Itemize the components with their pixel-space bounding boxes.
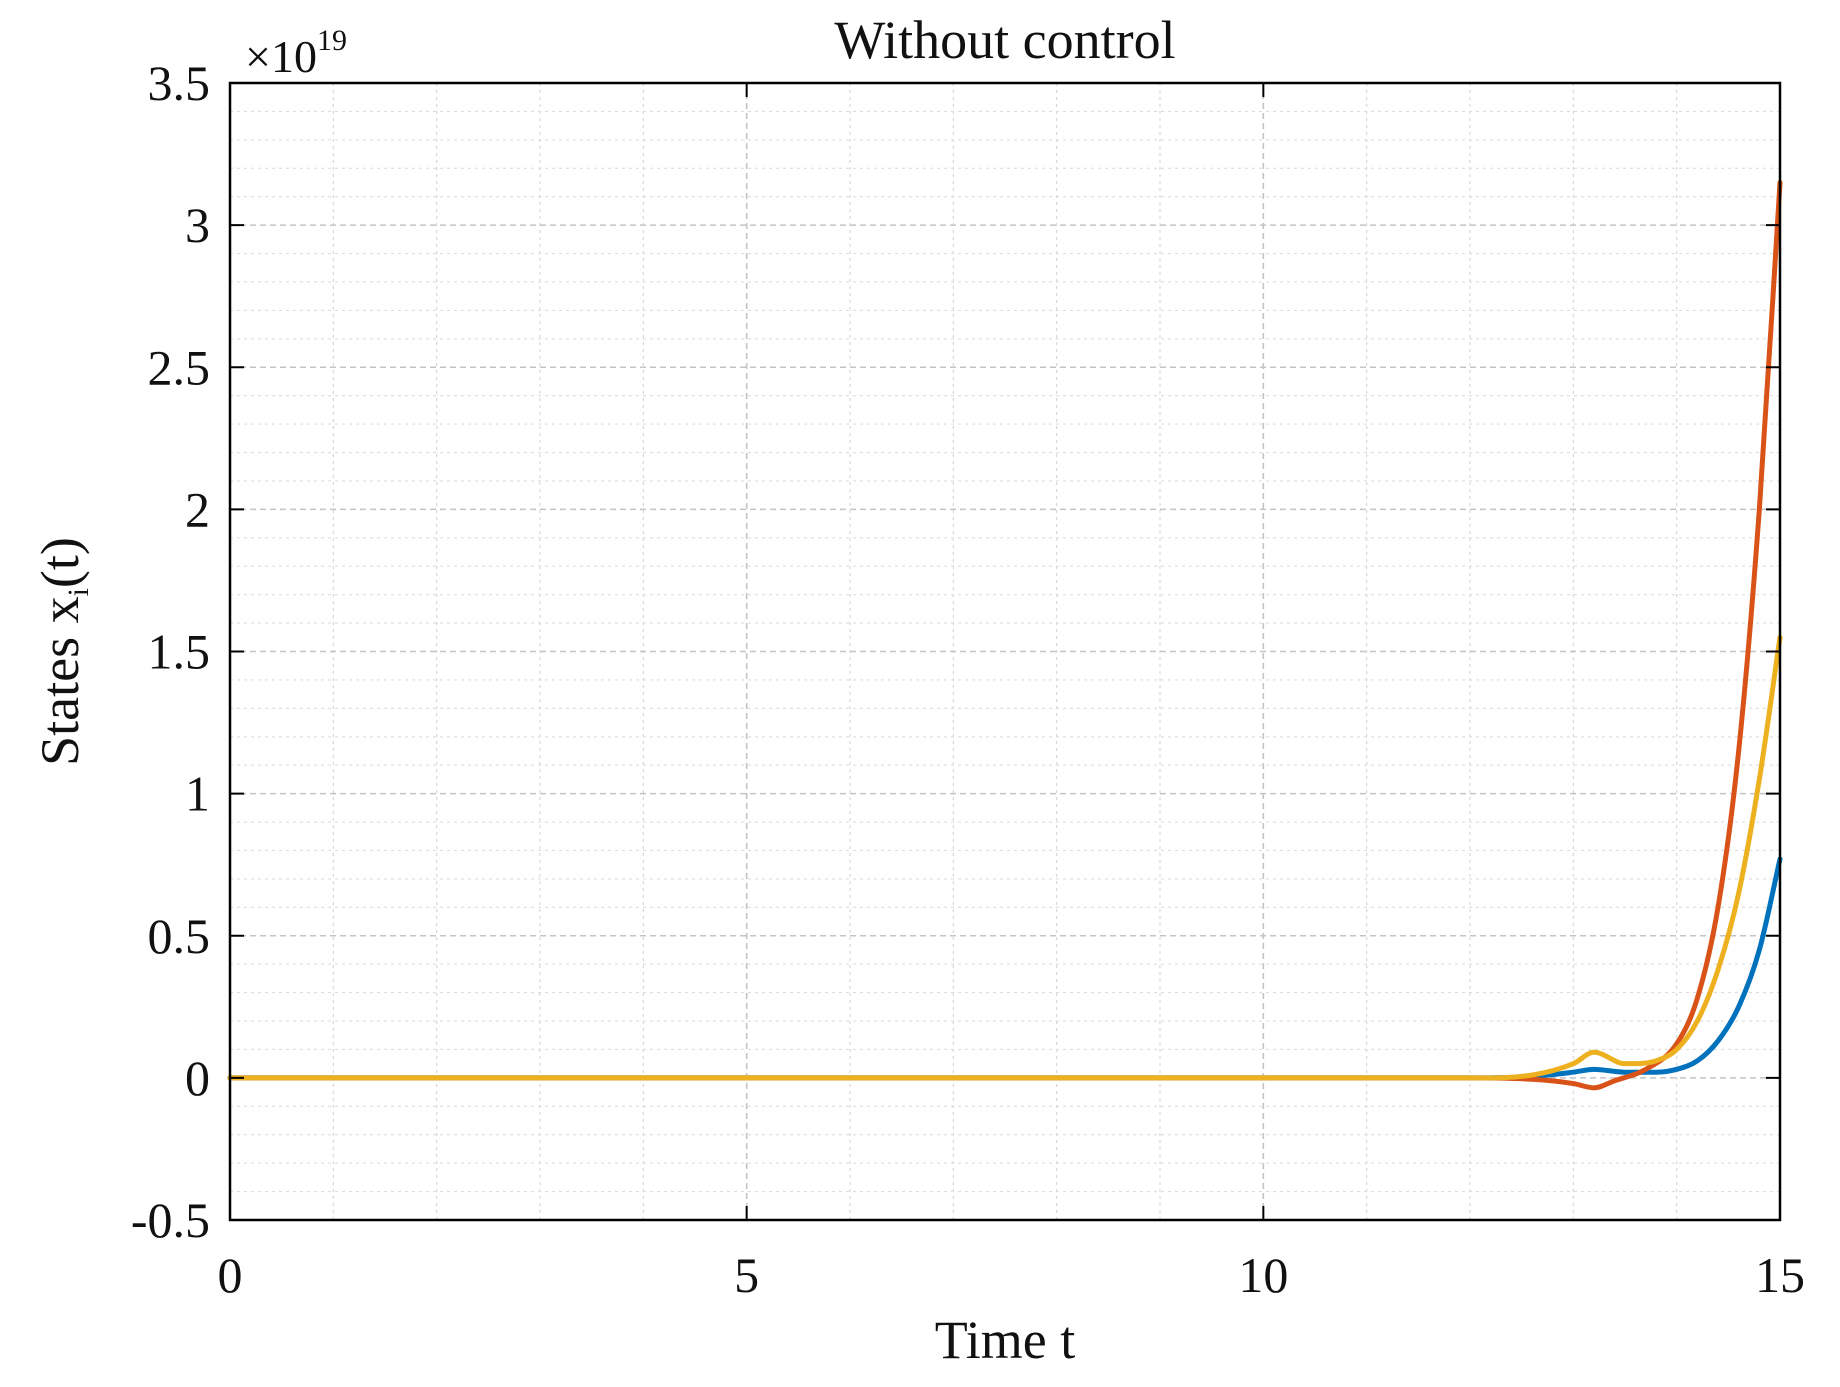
y-tick-label: 3.5 (148, 55, 211, 111)
y-tick-label: 1.5 (148, 624, 211, 680)
y-axis-label-tail: (t) (30, 537, 90, 588)
y-tick-label: 3 (185, 197, 210, 253)
y-axis-multiplier-base: ×10 (245, 31, 317, 82)
x-axis-label: Time t (935, 1310, 1076, 1370)
series-lines (227, 179, 1783, 1091)
y-tick-label: 0 (185, 1050, 210, 1106)
series-line-3 (227, 634, 1783, 1081)
x-tick-label: 0 (218, 1247, 243, 1303)
y-axis-multiplier-exponent: 19 (317, 24, 347, 57)
x-tick-label: 15 (1755, 1247, 1805, 1303)
y-axis-label: States xi(t) (30, 537, 95, 766)
chart-title: Without control (834, 10, 1175, 70)
y-axis-label-main: States x (30, 596, 90, 766)
y-tick-label: 1 (185, 766, 210, 822)
y-tick-label: 0.5 (148, 908, 211, 964)
x-tick-label: 10 (1238, 1247, 1288, 1303)
y-tick-label: 2 (185, 481, 210, 537)
x-tick-label: 5 (734, 1247, 759, 1303)
y-axis-multiplier: ×1019 (245, 24, 347, 82)
axis-ticks: 0 5 10 15-0.500.511.522.533.5 (131, 55, 1805, 1303)
y-axis-label-subscript: i (62, 588, 95, 596)
y-tick-label: 2.5 (148, 339, 211, 395)
y-tick-label: -0.5 (131, 1192, 210, 1248)
